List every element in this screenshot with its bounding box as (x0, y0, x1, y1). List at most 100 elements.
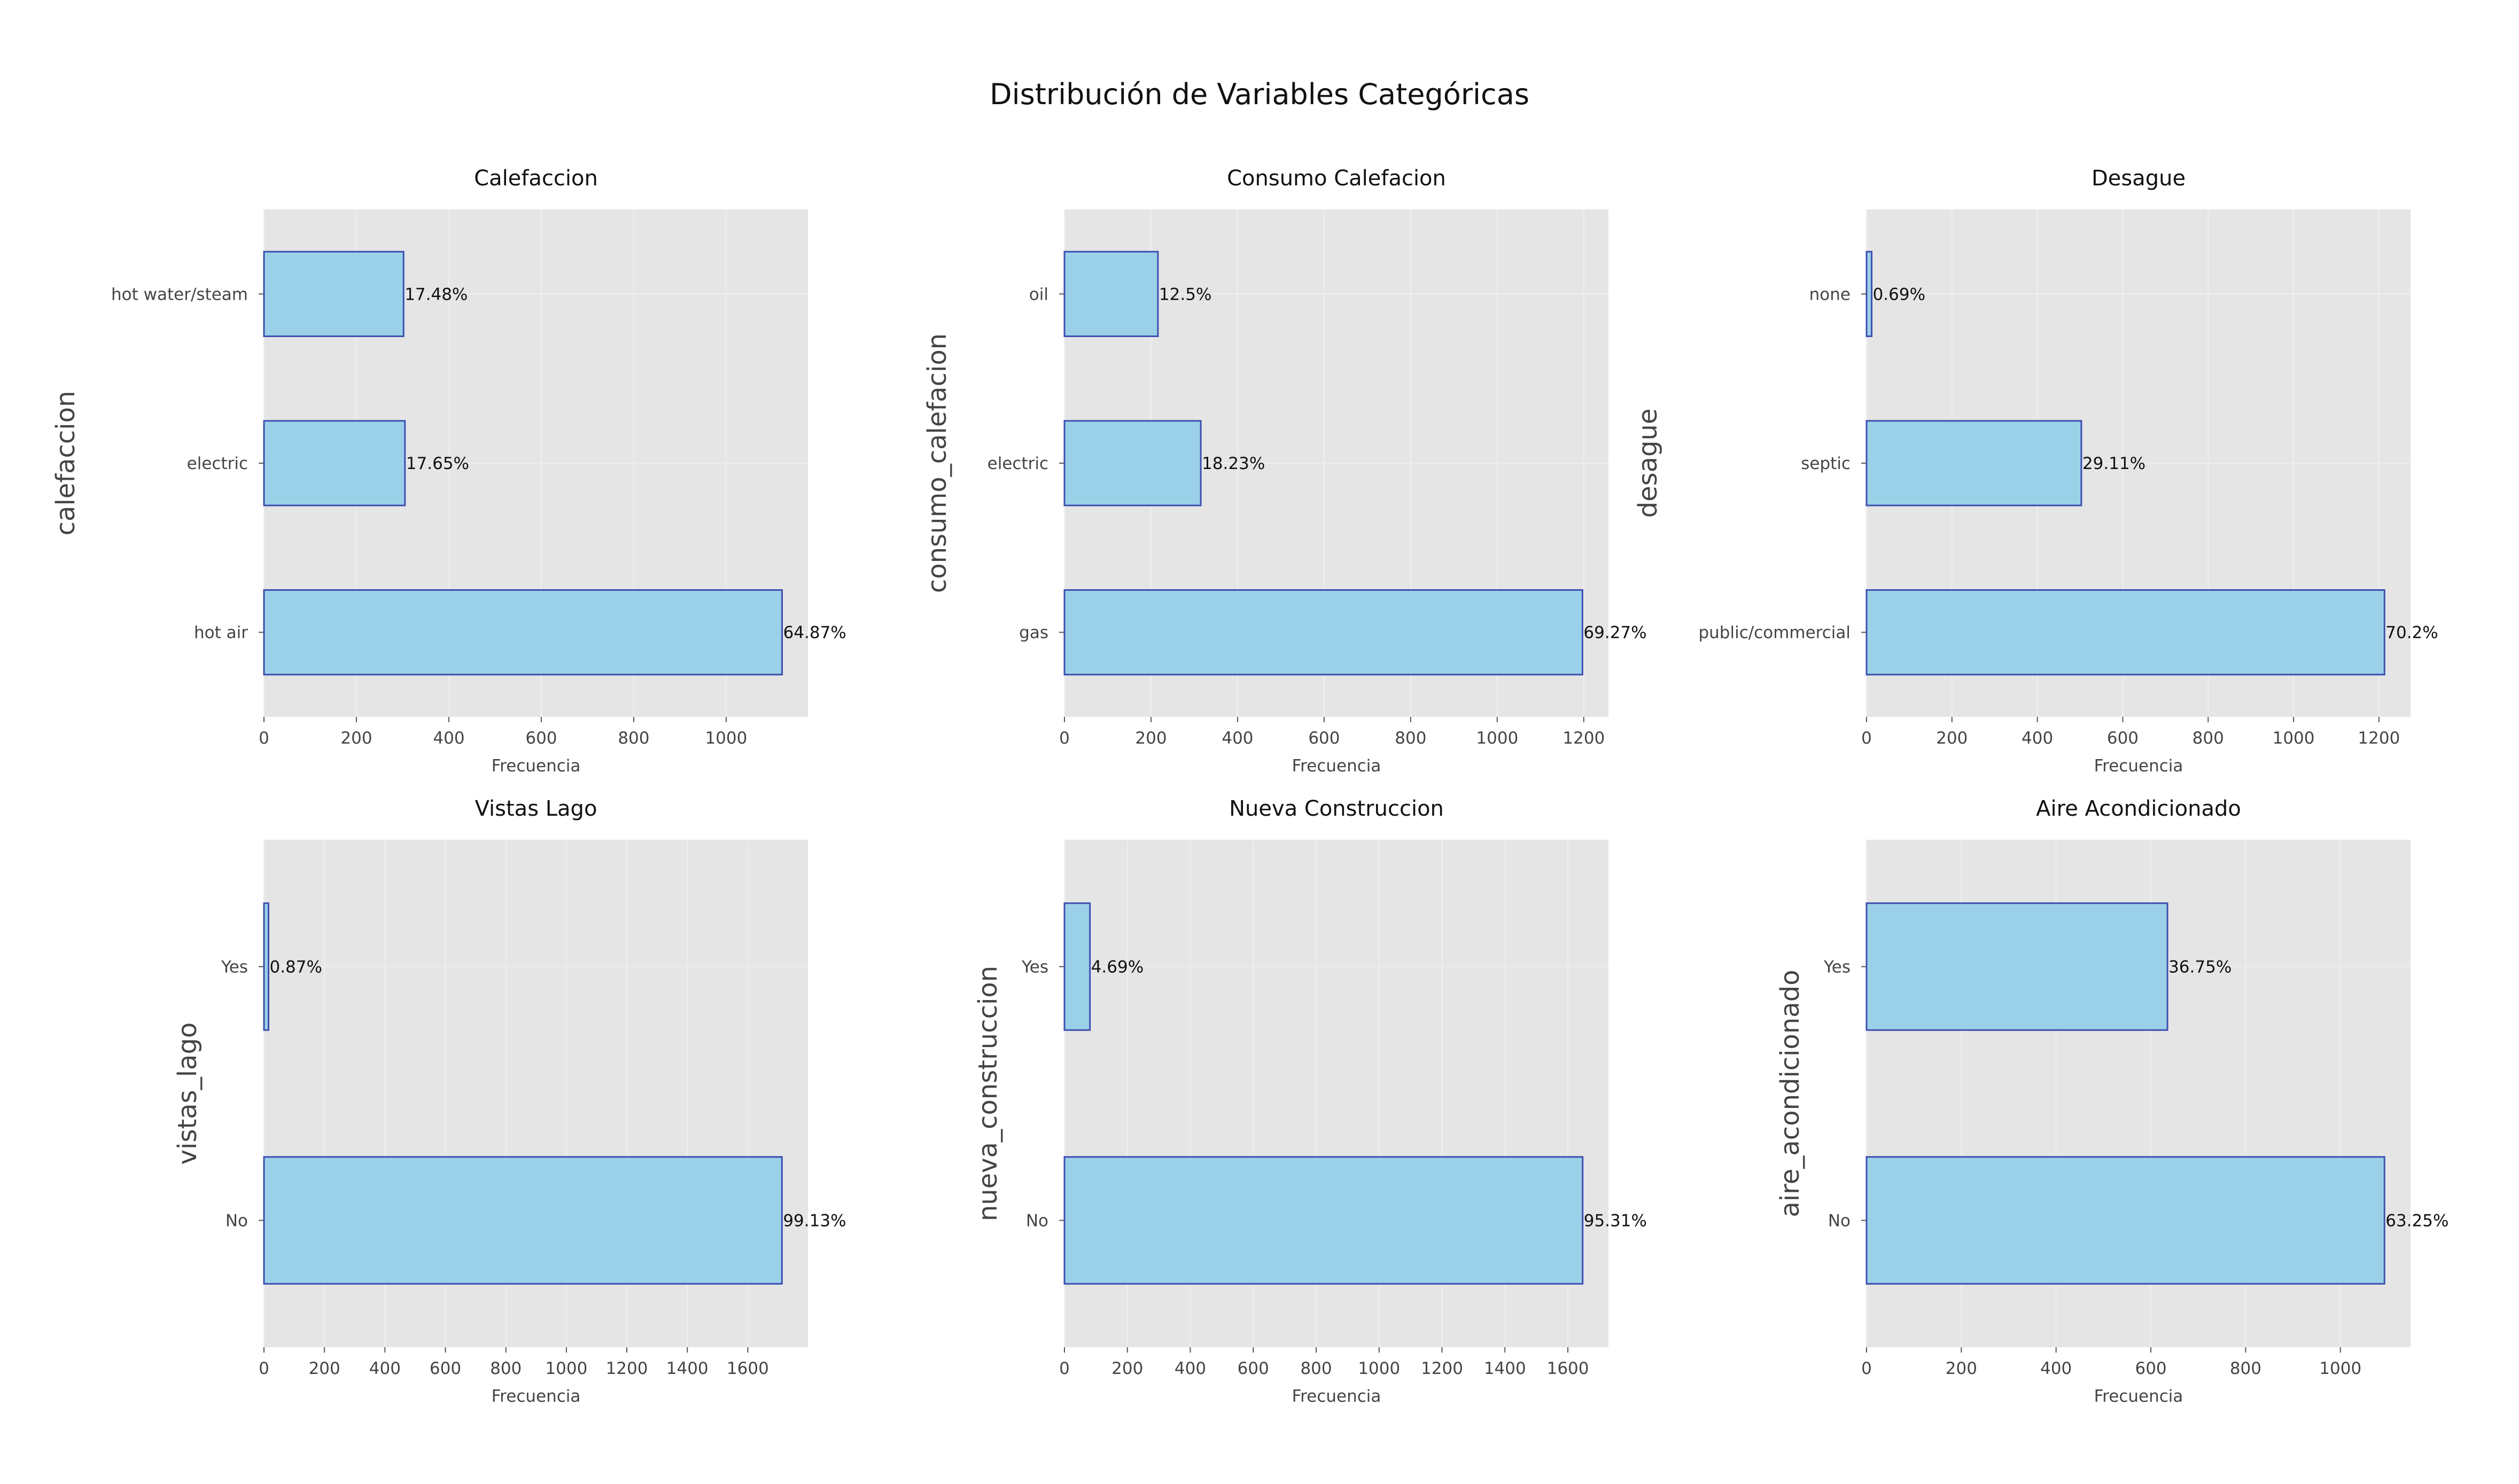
x-tick-label: 800 (1300, 1359, 1332, 1378)
x-tick-label: 800 (2230, 1359, 2261, 1378)
bar (263, 1156, 783, 1285)
x-tick-label: 400 (433, 729, 464, 748)
y-axis-label: aire_acondicionado (1775, 970, 1805, 1217)
bar-label: 99.13% (783, 1212, 846, 1231)
y-axis-label: nueva_construccion (973, 966, 1003, 1221)
x-tick-label: 200 (340, 729, 372, 748)
x-tick-label: 0 (1861, 1359, 1872, 1378)
x-axis-label: Frecuencia (2094, 756, 2183, 776)
x-tick-label: 400 (2040, 1359, 2072, 1378)
bar (1063, 251, 1159, 337)
x-tick-label: 600 (430, 1359, 461, 1378)
bar (263, 902, 269, 1031)
x-tick-label: 0 (259, 729, 269, 748)
x-tick-label: 600 (1238, 1359, 1269, 1378)
x-tick-label: 1200 (1421, 1359, 1463, 1378)
x-tick-label: 800 (618, 729, 649, 748)
x-tick-label: 1200 (606, 1359, 648, 1378)
bar-label: 95.31% (1584, 1212, 1647, 1231)
subplot-title: Consumo Calefacion (1227, 166, 1446, 191)
y-tick-label: Yes (1823, 958, 1851, 977)
x-tick-label: 800 (1395, 729, 1426, 748)
y-tick-label: No (1828, 1212, 1851, 1231)
x-tick-label: 600 (1308, 729, 1340, 748)
bar (1865, 420, 2082, 506)
subplot-4: 0.87% Yes 99.13% No 0 200 400 600 800 1000 1200 140… (173, 796, 846, 1406)
x-tick-label: 200 (1135, 729, 1167, 748)
x-tick-label: 1000 (1476, 729, 1518, 748)
subplot-title: Desague (2092, 166, 2186, 191)
x-tick-label: 600 (2135, 1359, 2166, 1378)
bar-label: 0.87% (269, 958, 322, 977)
subplot-2: 12.5% oil 18.23% electric 69.27% gas 0 200 400 60… (922, 166, 1647, 776)
x-axis-label: Frecuencia (492, 756, 581, 776)
x-tick-label: 1000 (705, 729, 747, 748)
x-tick-label: 600 (2107, 729, 2139, 748)
x-tick-label: 400 (2022, 729, 2053, 748)
y-tick-label: Yes (1021, 958, 1048, 977)
bar (1063, 1156, 1584, 1285)
y-tick-label: public/commercial (1698, 623, 1851, 643)
bar (1063, 420, 1202, 506)
bar (1865, 589, 2385, 676)
y-axis-label: vistas_lago (173, 1022, 203, 1165)
x-tick-label: 800 (490, 1359, 522, 1378)
bar (263, 420, 406, 506)
x-tick-label: 400 (369, 1359, 401, 1378)
y-tick-label: electric (988, 454, 1048, 473)
x-tick-label: 0 (1059, 1359, 1070, 1378)
subplot-title: Nueva Construccion (1229, 796, 1444, 821)
y-axis-label: calefaccion (51, 391, 81, 536)
bar (263, 251, 405, 337)
x-tick-label: 0 (1059, 729, 1070, 748)
subplot-title: Calefaccion (474, 166, 598, 191)
x-axis-label: Frecuencia (1292, 756, 1381, 776)
x-tick-label: 600 (525, 729, 557, 748)
figure-title: Distribución de Variables Categóricas (990, 77, 1529, 111)
subplot-3: 0.69% none 29.11% septic 70.2% public/commerc… (1633, 166, 2438, 776)
subplot-5: 4.69% Yes 95.31% No 0 200 400 600 800 1000 1200 140… (973, 796, 1647, 1406)
x-tick-label: 400 (1175, 1359, 1206, 1378)
bar-label: 17.65% (406, 454, 469, 473)
x-axis-label: Frecuencia (492, 1387, 581, 1406)
subplot-6: 36.75% Yes 63.25% No 0 200 400 600 800 1000 Aire A… (1775, 796, 2448, 1406)
x-tick-label: 200 (1111, 1359, 1143, 1378)
x-tick-label: 200 (1936, 729, 1968, 748)
bar-label: 18.23% (1202, 454, 1265, 473)
x-tick-label: 1200 (2358, 729, 2400, 748)
x-tick-label: 1000 (2273, 729, 2315, 748)
bar-label: 70.2% (2385, 623, 2438, 643)
x-tick-label: 1600 (727, 1359, 769, 1378)
bar-label: 29.11% (2082, 454, 2145, 473)
x-tick-label: 0 (259, 1359, 269, 1378)
bar (1865, 902, 2168, 1031)
x-tick-label: 1600 (1547, 1359, 1589, 1378)
bar (1063, 589, 1583, 676)
subplot-title: Vistas Lago (475, 796, 597, 821)
y-tick-label: No (1026, 1212, 1048, 1231)
bar-label: 12.5% (1159, 285, 1211, 304)
x-axis-label: Frecuencia (2094, 1387, 2183, 1406)
x-tick-label: 400 (1222, 729, 1253, 748)
y-tick-label: oil (1029, 285, 1048, 304)
bar-label: 64.87% (783, 623, 846, 643)
y-tick-label: none (1809, 285, 1851, 304)
bar-label: 4.69% (1091, 958, 1144, 977)
x-tick-label: 0 (1861, 729, 1872, 748)
y-tick-label: hot water/steam (111, 285, 248, 304)
x-tick-label: 1400 (1484, 1359, 1526, 1378)
x-tick-label: 1000 (545, 1359, 587, 1378)
x-tick-label: 1400 (666, 1359, 709, 1378)
x-tick-label: 1200 (1562, 729, 1605, 748)
y-tick-label: No (226, 1212, 248, 1231)
bar-label: 63.25% (2385, 1212, 2448, 1231)
bar (1865, 251, 1873, 337)
y-tick-label: septic (1801, 454, 1851, 473)
x-axis-label: Frecuencia (1292, 1387, 1381, 1406)
subplot-1: 17.48% hot water/steam 17.65% electric 64.87… (51, 166, 846, 776)
y-axis-label: desague (1633, 409, 1663, 518)
bar (263, 589, 783, 676)
bar-label: 69.27% (1583, 623, 1646, 643)
bar-label: 0.69% (1873, 285, 1925, 304)
